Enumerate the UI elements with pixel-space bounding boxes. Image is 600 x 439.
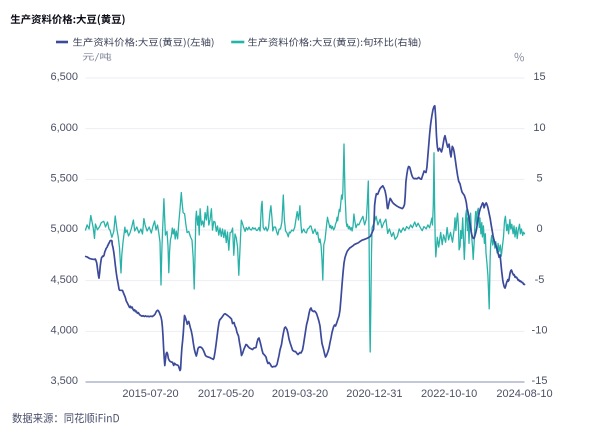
svg-text:-10: -10 bbox=[532, 324, 548, 336]
svg-text:2017-05-20: 2017-05-20 bbox=[198, 388, 254, 400]
svg-text:0: 0 bbox=[536, 223, 542, 235]
svg-text:2015-07-20: 2015-07-20 bbox=[122, 388, 178, 400]
svg-text:2022-10-10: 2022-10-10 bbox=[421, 388, 477, 400]
svg-text:10: 10 bbox=[533, 122, 545, 134]
svg-text:5,500: 5,500 bbox=[50, 172, 78, 184]
svg-text:2020-12-31: 2020-12-31 bbox=[346, 388, 402, 400]
svg-text:5: 5 bbox=[536, 172, 542, 184]
svg-text:-15: -15 bbox=[532, 375, 548, 387]
svg-text:3,500: 3,500 bbox=[50, 375, 78, 387]
svg-text:4,000: 4,000 bbox=[50, 324, 78, 336]
svg-text:4,500: 4,500 bbox=[50, 274, 78, 286]
svg-text:6,000: 6,000 bbox=[50, 122, 78, 134]
svg-text:5,000: 5,000 bbox=[50, 223, 78, 235]
svg-text:15: 15 bbox=[533, 71, 545, 83]
svg-text:-5: -5 bbox=[535, 274, 545, 286]
svg-text:2024-08-10: 2024-08-10 bbox=[496, 388, 552, 400]
svg-text:6,500: 6,500 bbox=[50, 71, 78, 83]
svg-text:2019-03-20: 2019-03-20 bbox=[272, 388, 328, 400]
